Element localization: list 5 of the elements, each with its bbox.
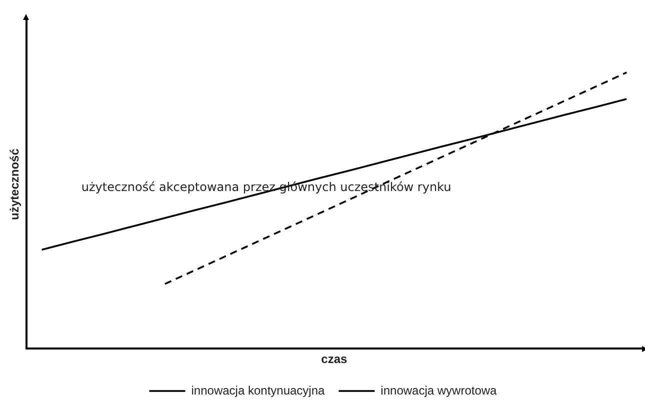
x-axis-title: czas [321,352,348,366]
annotation: użyteczność akceptowana przez głównych uczestników rynku [81,180,452,194]
y-axis-title: użyteczność [8,148,22,220]
legend-label: innowacja wywrotowa [380,383,498,398]
legend-label: innowacja kontynuacyjna [191,383,326,398]
